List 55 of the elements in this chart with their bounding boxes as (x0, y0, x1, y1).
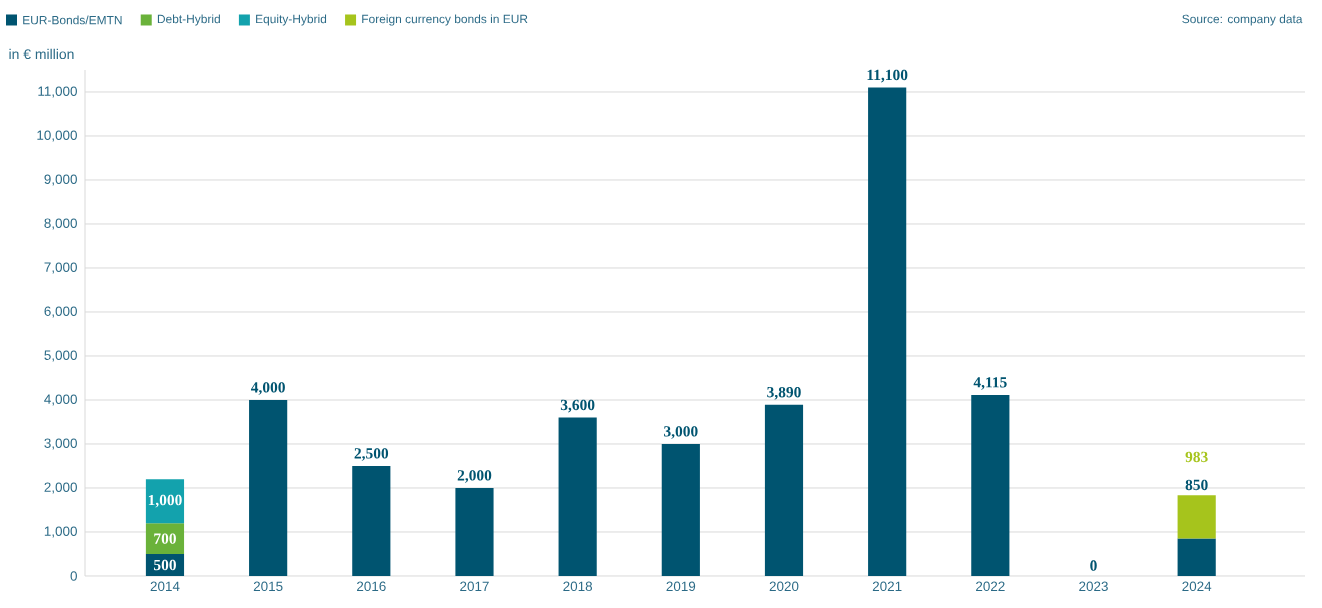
bar (971, 394, 1010, 576)
y-tick-label: 1,000 (44, 526, 77, 538)
x-tick-label: 2022 (976, 581, 1005, 592)
x-tick-label: 2019 (666, 581, 696, 592)
data-label: 3,600 (560, 399, 595, 413)
data-label: 3,000 (664, 426, 698, 439)
y-tick-label: 0 (70, 571, 77, 581)
bar (868, 87, 907, 576)
x-tick-label: 2016 (357, 581, 386, 592)
data-label: 850 (1185, 479, 1208, 491)
x-tick-label: 2024 (1182, 581, 1212, 592)
bar (352, 465, 391, 576)
data-label: 2,000 (457, 470, 492, 483)
y-tick-label: 10,000 (37, 130, 77, 142)
x-tick-label: 2023 (1079, 581, 1108, 592)
bar (1177, 538, 1216, 576)
data-label: 4,115 (973, 377, 1007, 390)
bar (145, 479, 185, 524)
y-tick-label: 5,000 (44, 350, 77, 362)
data-label: 983 (1185, 451, 1208, 463)
y-tick-label: 11,000 (38, 86, 77, 98)
bar (145, 523, 185, 554)
x-tick-label: 2020 (769, 581, 799, 592)
data-label: 0 (1090, 560, 1097, 571)
x-tick-label: 2017 (460, 581, 489, 592)
x-tick-label: 2015 (253, 581, 283, 592)
y-tick-label: 7,000 (44, 262, 77, 274)
data-label: 500 (154, 559, 176, 571)
data-label: 2,500 (354, 448, 389, 461)
data-label: 1,000 (148, 494, 182, 508)
y-tick-label: 8,000 (44, 218, 77, 230)
y-axis-title: in € million (9, 48, 74, 60)
legend-label: Foreign currency bonds in EUR (362, 14, 528, 26)
bar (558, 417, 597, 576)
x-tick-label: 2018 (563, 581, 593, 592)
bar (764, 404, 804, 576)
legend-label: Debt-Hybrid (157, 14, 220, 26)
legend-label: Equity-Hybrid (256, 14, 327, 26)
source-note: Source: company data (1182, 14, 1303, 26)
data-label: 4,000 (250, 382, 285, 395)
y-tick-label: 2,000 (44, 482, 77, 494)
x-tick-label: 2014 (150, 581, 180, 592)
data-label: 3,890 (767, 386, 801, 400)
bar (249, 399, 288, 576)
legend-label: EUR-Bonds/EMTN (23, 15, 122, 25)
data-label: 700 (154, 533, 176, 544)
y-tick-label: 4,000 (44, 394, 77, 406)
bar (1177, 495, 1216, 539)
y-tick-label: 9,000 (44, 174, 77, 186)
x-tick-label: 2021 (872, 581, 902, 592)
y-tick-label: 3,000 (44, 438, 77, 450)
bar (661, 443, 700, 576)
y-tick-label: 6,000 (44, 306, 77, 318)
data-label: 11,100 (867, 69, 908, 83)
bar (455, 487, 494, 576)
